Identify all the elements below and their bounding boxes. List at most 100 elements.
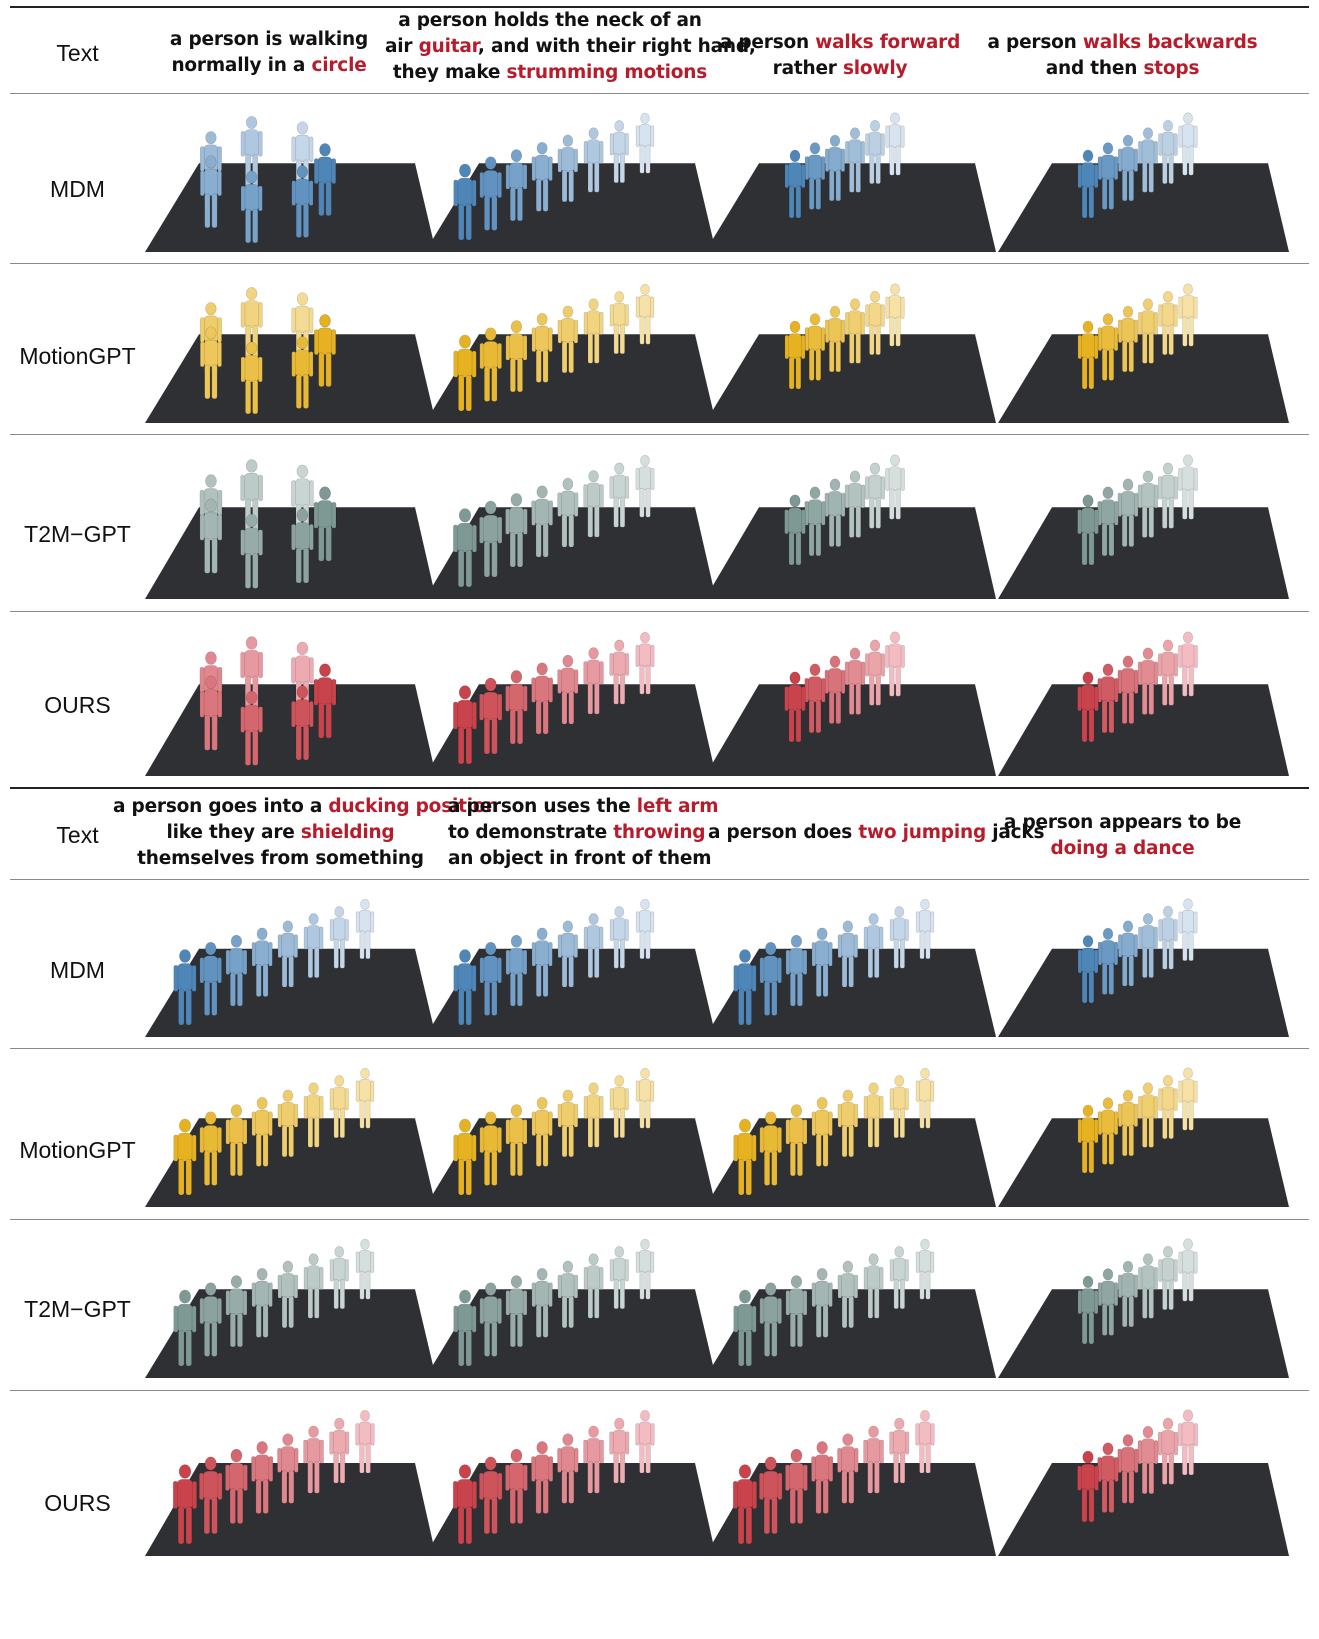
- caption-text: a person does: [708, 822, 859, 843]
- caption-highlight: stops: [1143, 58, 1200, 79]
- scene-graphic: [998, 631, 1289, 776]
- row-label-motiongpt: MotionGPT: [19, 1137, 136, 1163]
- scene-graphic: [425, 112, 716, 252]
- motion-render-mdm: [998, 100, 1298, 258]
- divider: [10, 1219, 1309, 1220]
- scene-graphic: [998, 1238, 1289, 1378]
- motion-render-motiongpt: [998, 271, 1298, 429]
- scene-graphic: [145, 116, 436, 252]
- caption-dance: a person appears to be doing a dance: [1000, 810, 1245, 862]
- motion-render-ours: [425, 619, 725, 782]
- scene-graphic: [145, 1410, 436, 1556]
- caption-text: a person appears to be: [1003, 812, 1242, 833]
- motion-render-mdm: [425, 886, 725, 1043]
- divider: [10, 1048, 1309, 1049]
- motion-render-t2m-gpt: [705, 1226, 1005, 1384]
- motion-render-motiongpt: [425, 1055, 725, 1213]
- caption-jumping-jacks: a person does two jumping jacks: [708, 820, 1045, 846]
- motion-render-mdm: [998, 886, 1298, 1043]
- row-label-t2m-gpt: T2M−GPT: [24, 521, 131, 547]
- motion-render-t2m-gpt: [705, 442, 1005, 605]
- scene-graphic: [145, 636, 436, 776]
- scene-graphic: [705, 454, 996, 599]
- caption-text: a person is walking: [169, 29, 369, 50]
- section-rule: [10, 787, 1309, 789]
- motion-render-ours: [705, 1397, 1005, 1562]
- caption-walks-backwards: a person walks backwards and then stops: [980, 30, 1265, 82]
- scene-graphic: [998, 1067, 1289, 1207]
- caption-text: and then: [1045, 58, 1144, 79]
- scene-graphic: [425, 1067, 716, 1207]
- motion-render-ours: [705, 619, 1005, 782]
- caption-text: , and with their right hand,: [477, 36, 756, 57]
- scene-graphic: [998, 1409, 1289, 1556]
- scene-graphic: [145, 1238, 436, 1378]
- top-rule: [10, 6, 1309, 8]
- caption-text: a person: [719, 32, 816, 53]
- row-label-mdm: MDM: [50, 176, 105, 202]
- scene-graphic: [425, 1238, 716, 1378]
- divider: [10, 263, 1309, 264]
- caption-text: a person uses the: [448, 796, 637, 817]
- motion-render-motiongpt: [998, 1055, 1298, 1213]
- caption-text: rather: [772, 58, 843, 79]
- scene-graphic: [705, 1410, 996, 1556]
- caption-text: a person: [987, 32, 1083, 53]
- scene-graphic: [145, 898, 436, 1037]
- caption-text: to demonstrate: [448, 822, 614, 843]
- caption-text: themselves from something: [137, 848, 424, 869]
- scene-graphic: [425, 898, 716, 1037]
- motion-render-t2m-gpt: [425, 442, 725, 605]
- scene-graphic: [425, 455, 716, 599]
- row-label-text: Text: [56, 822, 99, 848]
- caption-highlight: ducking position: [328, 796, 499, 817]
- scene-graphic: [998, 283, 1289, 423]
- motion-render-motiongpt: [425, 271, 725, 429]
- scene-graphic: [705, 1238, 996, 1378]
- divider: [10, 93, 1309, 94]
- scene-graphic: [425, 1410, 716, 1556]
- scene-graphic: [145, 1067, 436, 1207]
- caption-text: they make: [392, 62, 507, 83]
- caption-text: an object in front of them: [448, 848, 712, 869]
- divider: [10, 1390, 1309, 1391]
- scene-graphic: [998, 454, 1289, 599]
- motion-render-motiongpt: [705, 1055, 1005, 1213]
- scene-graphic: [145, 287, 436, 423]
- row-label-ours: OURS: [44, 692, 111, 718]
- scene-graphic: [998, 112, 1289, 252]
- caption-highlight: walks backwards: [1082, 32, 1258, 53]
- divider: [10, 879, 1309, 880]
- caption-text: air: [385, 36, 419, 57]
- caption-highlight: two jumping: [858, 822, 986, 843]
- motion-render-motiongpt: [705, 271, 1005, 429]
- motion-render-ours: [998, 1397, 1298, 1562]
- motion-render-ours: [145, 1397, 445, 1562]
- motion-render-t2m-gpt: [998, 1226, 1298, 1384]
- row-label-mdm: MDM: [50, 957, 105, 983]
- scene-graphic: [705, 631, 996, 776]
- scene-graphic: [705, 898, 996, 1037]
- row-label-t2m-gpt: T2M−GPT: [24, 1296, 131, 1322]
- motion-render-mdm: [145, 886, 445, 1043]
- caption-text: a person goes into a: [113, 796, 329, 817]
- motion-render-motiongpt: [145, 271, 445, 429]
- caption-walks-forward: a person walks forward rather slowly: [715, 30, 965, 82]
- caption-ducking: a person goes into a ducking position lik…: [113, 794, 499, 872]
- caption-text: normally in a: [171, 55, 312, 76]
- motion-render-ours: [145, 619, 445, 782]
- caption-text: like they are: [166, 822, 301, 843]
- caption-highlight: left arm: [636, 796, 719, 817]
- caption-highlight: walks forward: [815, 32, 961, 53]
- caption-text: a person holds the neck of an: [398, 10, 702, 31]
- scene-graphic: [425, 632, 716, 776]
- caption-air-guitar: a person holds the neck of an air guitar,…: [385, 8, 756, 86]
- motion-render-t2m-gpt: [145, 1226, 445, 1384]
- scene-graphic: [145, 459, 436, 599]
- motion-render-ours: [998, 619, 1298, 782]
- caption-text: jacks: [986, 822, 1045, 843]
- scene-graphic: [705, 1067, 996, 1207]
- scene-graphic: [705, 283, 996, 423]
- row-label-motiongpt: MotionGPT: [19, 343, 136, 369]
- caption-highlight: shielding: [300, 822, 395, 843]
